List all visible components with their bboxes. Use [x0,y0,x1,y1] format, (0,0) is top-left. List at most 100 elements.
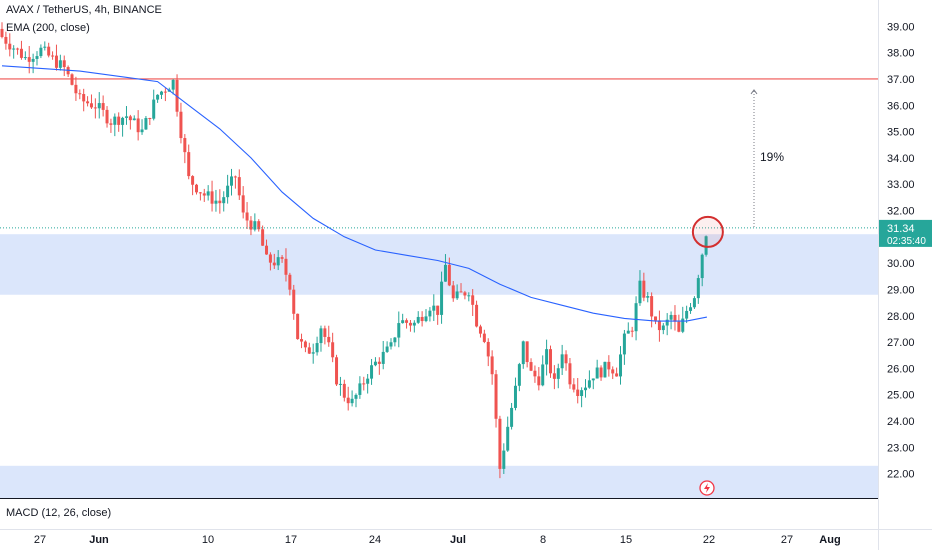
candle [432,294,436,322]
candle [689,302,693,314]
ema-indicator-label[interactable]: EMA (200, close) [6,22,90,34]
symbol-title[interactable]: AVAX / TetherUS, 4h, BINANCE [6,4,162,16]
candle [144,116,148,130]
candle [78,89,82,100]
candle [4,31,8,50]
price-axis[interactable]: 22.00 23.00 24.00 25.00 26.00 27.00 28.00 29.00… [887,21,915,480]
candle [19,40,23,60]
axis-divider [878,0,879,550]
candle [611,366,615,380]
candle-body [556,368,560,379]
candle-body [117,116,121,125]
candle [665,313,669,336]
candle-body [580,390,584,397]
candle [552,365,556,390]
candle-body [136,118,140,133]
candle [373,357,377,367]
candle [195,183,198,195]
candle-body [393,337,397,343]
candle [525,341,529,368]
candle [541,355,545,387]
time-tick-label: 10 [202,534,214,546]
candle [576,378,580,404]
candle-body [517,364,521,386]
time-tick-label: 27 [781,534,793,546]
candle-body [292,289,296,314]
candle [494,369,498,428]
candle [288,272,292,296]
candle [677,314,681,333]
highlight-circle[interactable] [691,215,724,248]
candle [47,42,51,58]
candle-body [338,383,342,385]
candle [459,283,463,293]
candle [482,329,486,344]
candle-body [31,58,35,62]
candle-body [428,310,432,317]
pane-divider[interactable] [0,498,878,499]
candle-body [700,254,704,279]
candle-body [654,316,658,321]
candle [584,379,587,398]
candle-body [506,426,510,451]
support-zone-1[interactable] [0,234,878,295]
candle [105,106,109,128]
candle [265,239,269,255]
candle [490,350,494,385]
ema-200-line[interactable] [1,65,708,322]
support-zone-2[interactable] [0,465,878,498]
time-axis[interactable]: 27 Jun 10 17 24 Jul 8 15 22 27 Aug [34,534,841,546]
candle [471,289,475,317]
candle [183,134,187,164]
candle-body [62,60,66,68]
candle [156,94,160,103]
candle [634,296,638,341]
candle [564,350,568,371]
price-tick-label: 39.00 [887,21,915,33]
candle [331,332,335,363]
candle-body [362,383,366,385]
candle-body [478,326,482,334]
last-price-badge: 31.34 02:35:40 [879,219,932,247]
candle [230,168,234,196]
candle [187,144,191,180]
candle [113,113,117,137]
flash-icon[interactable] [699,480,715,496]
candle-body [0,28,4,37]
candle [43,41,47,51]
candle-body [222,197,226,204]
candle-body [673,314,677,322]
candle-body [443,264,447,282]
time-tick-label: Aug [819,534,840,546]
candle-body [124,116,128,118]
candle [350,390,354,407]
candle [198,191,202,201]
candle [284,248,288,282]
candle-body [482,333,486,342]
candle [696,274,700,304]
move-percent-label: 19% [760,150,784,164]
macd-indicator-label[interactable]: MACD (12, 26, close) [6,507,112,519]
candle-body [202,193,206,196]
candle [323,325,327,345]
candle [638,270,642,306]
candle-body [533,370,537,377]
candle [346,386,350,411]
candle [381,340,385,370]
time-tick-label: 8 [540,534,546,546]
candle-body [237,177,241,196]
candle [152,89,156,121]
candle [393,336,397,347]
candle [121,116,125,137]
candle-body [152,99,156,119]
price-tick-label: 22.00 [887,469,915,481]
candle [560,344,564,376]
candle [669,311,673,330]
candle-body [23,57,27,59]
candle [132,115,136,121]
candle [455,284,459,300]
candle [377,357,381,375]
candle-body [389,342,393,347]
candle-body [51,55,55,57]
